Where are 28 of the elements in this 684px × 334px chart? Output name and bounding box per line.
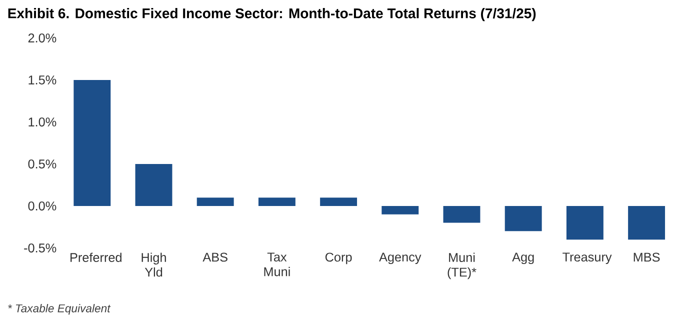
y-tick-label: 1.0% xyxy=(28,118,56,126)
x-tick-label: High Yld xyxy=(142,252,166,277)
bar xyxy=(196,198,234,206)
bar xyxy=(74,80,111,206)
bar xyxy=(382,206,419,214)
y-tick-label: 1.5% xyxy=(28,76,56,84)
bar xyxy=(135,164,172,206)
x-tick-label: Agg xyxy=(512,252,534,264)
chart-title: Exhibit 6. Domestic Fixed Income Sector: Month-to-Date Total Returns (7/31/25) xyxy=(8,8,536,22)
x-tick-label: Muni (TE)* xyxy=(448,252,476,280)
y-tick-label: 0.0% xyxy=(28,202,56,210)
text: * Taxable Equivalent xyxy=(8,304,111,315)
x-tick-label: Agency xyxy=(379,252,422,264)
x-tick-label: ABS xyxy=(202,252,228,262)
x-tick-label: Tax Muni xyxy=(264,252,290,276)
x-tick-label: Corp xyxy=(325,252,352,264)
x-tick-label: Treasury xyxy=(562,252,612,264)
y-tick-label: 2.0% xyxy=(28,34,56,42)
y-tick-label: 0.5% xyxy=(28,160,56,168)
y-tick-label: -0.5% xyxy=(24,244,56,252)
x-tick-label: MBS xyxy=(634,252,660,262)
bar xyxy=(443,206,480,223)
bar xyxy=(504,206,542,232)
bar xyxy=(628,206,666,240)
bar xyxy=(566,206,604,240)
bar xyxy=(258,198,296,206)
bar xyxy=(320,198,358,206)
x-tick-label: Preferred xyxy=(70,252,122,262)
